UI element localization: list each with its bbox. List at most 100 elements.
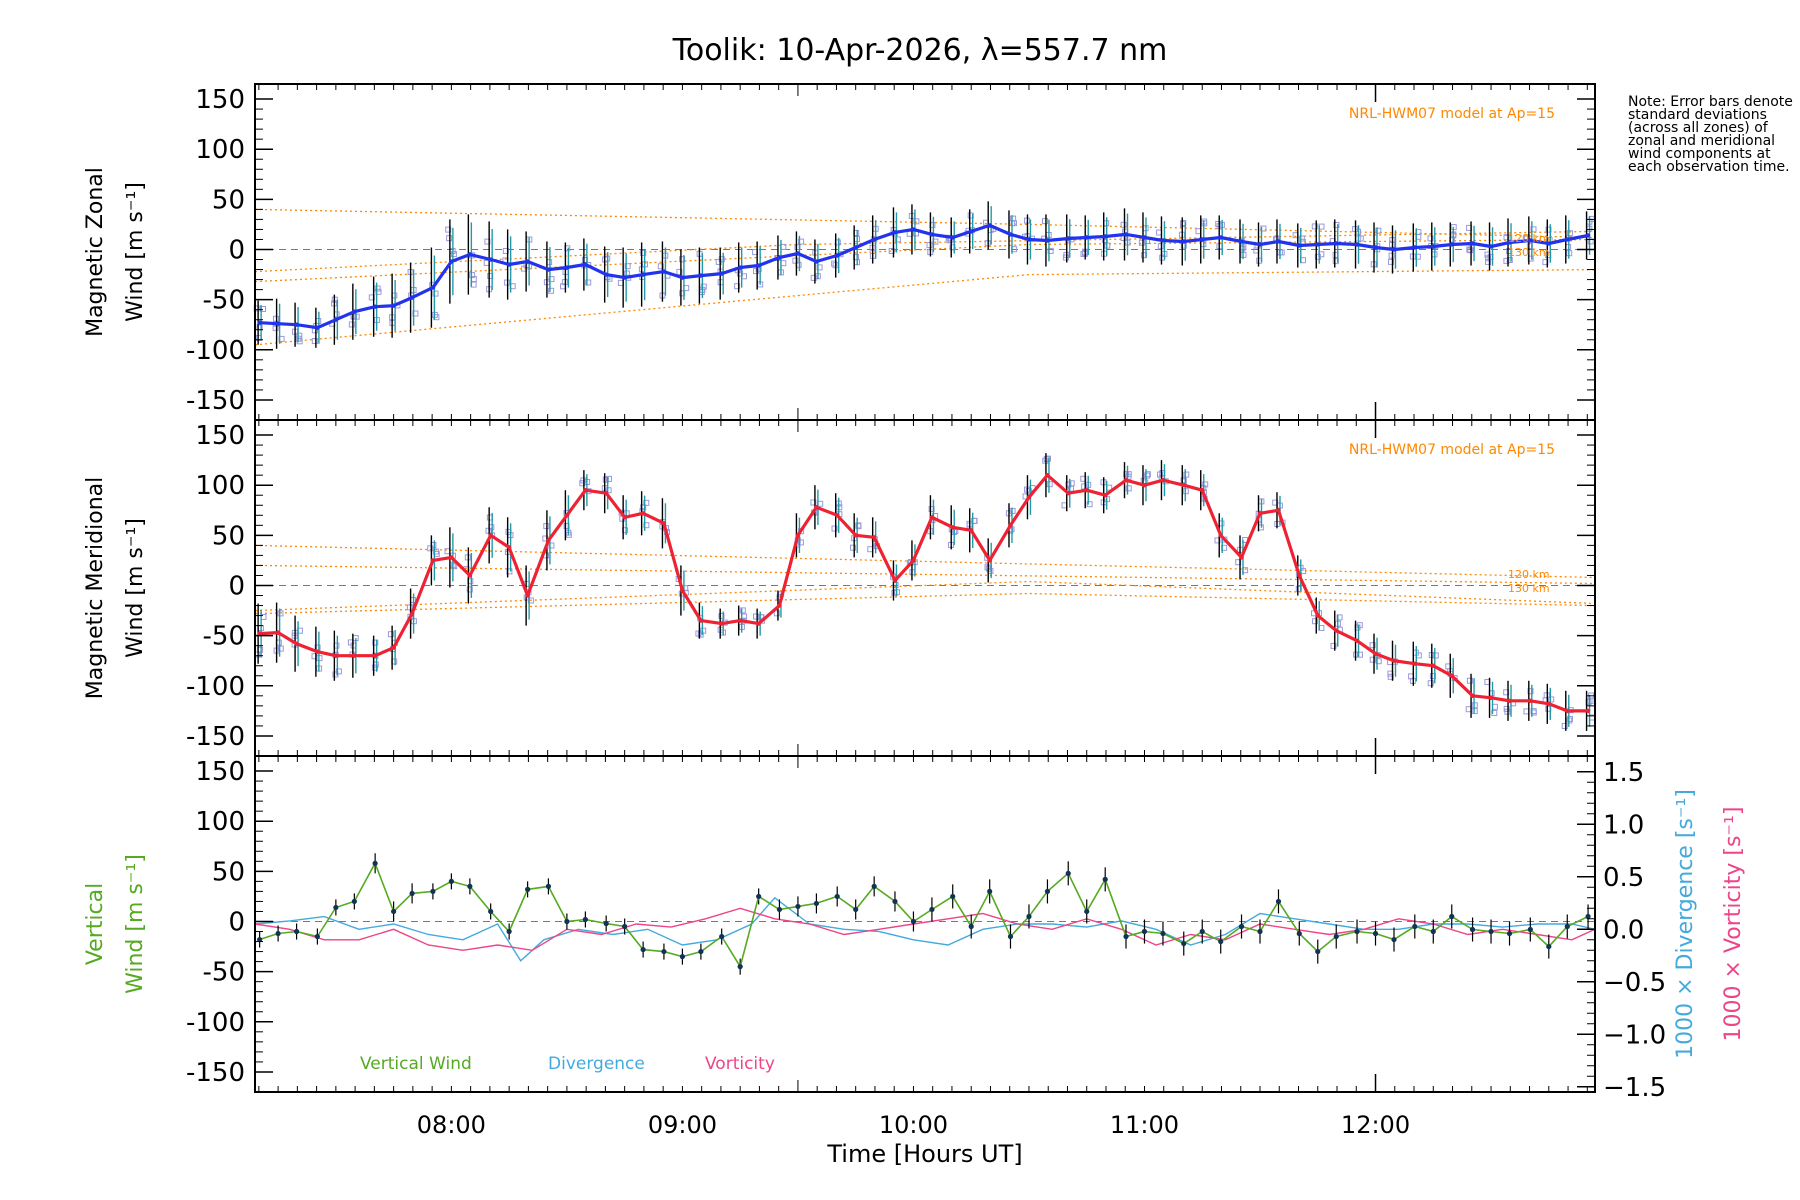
vertical-plot-frame — [254, 755, 1596, 1093]
zone-marker — [734, 283, 741, 290]
data-point — [661, 521, 667, 526]
vertical-wind-point — [1546, 943, 1552, 950]
zone-marker — [1427, 235, 1434, 242]
data-point — [680, 588, 685, 593]
data-point — [409, 295, 415, 300]
zone-marker — [1081, 483, 1088, 490]
data-point — [1026, 495, 1032, 500]
data-point — [853, 533, 858, 538]
vertical-wind-point — [892, 898, 898, 905]
vertical-wind-point — [679, 953, 686, 960]
vertical-wind-point — [950, 893, 956, 900]
zone-marker — [466, 586, 473, 593]
zone-marker — [816, 264, 823, 271]
zone-marker — [277, 610, 284, 617]
data-point — [814, 505, 819, 510]
data-point — [1546, 241, 1551, 246]
data-point — [275, 630, 281, 635]
zone-marker — [1183, 471, 1190, 478]
data-point — [564, 265, 570, 270]
data-point — [1565, 708, 1570, 714]
data-point — [835, 513, 840, 518]
zone-marker — [483, 259, 490, 266]
data-point — [1528, 698, 1533, 704]
y2-tick-label: 1.5 — [1603, 758, 1644, 788]
vertical-wind-point — [929, 906, 935, 913]
zone-marker — [451, 563, 458, 570]
zone-marker — [894, 236, 901, 243]
zone-marker — [1545, 226, 1552, 233]
zone-marker — [1503, 705, 1510, 712]
zone-marker — [296, 338, 303, 345]
zone-marker — [718, 612, 725, 619]
y-tick-label: -50 — [203, 622, 245, 652]
vertical-wind-point — [1469, 926, 1476, 933]
data-point — [640, 511, 646, 516]
data-point — [1470, 241, 1475, 246]
zone-marker — [1530, 226, 1537, 233]
data-point — [871, 535, 877, 540]
data-point — [1142, 482, 1147, 488]
vertical-right-axis-ticks: 1.5 1.0 0.5 0.0 −0.5 −1.0 −1.5 — [1577, 758, 1666, 1103]
zone-marker — [753, 268, 759, 275]
vertical-wind-point — [275, 930, 281, 937]
data-point — [1276, 508, 1281, 513]
zone-marker — [700, 283, 707, 290]
data-point — [1391, 658, 1397, 663]
zone-marker — [797, 539, 804, 546]
data-point — [950, 525, 955, 530]
vertical-wind-point — [545, 883, 552, 889]
data-point — [333, 653, 339, 658]
zone-marker — [606, 475, 612, 482]
vertical-ylabel-top: Vertical — [83, 883, 108, 965]
vertical-wind-point — [525, 886, 531, 892]
zone-marker — [831, 525, 838, 532]
zone-marker — [1466, 246, 1473, 253]
vertical-wind-point — [1238, 923, 1245, 930]
vertical-wind-point — [391, 908, 397, 915]
vertical-wind-point — [314, 933, 320, 940]
vertical-wind-point — [448, 878, 454, 884]
y-tick-label: -150 — [186, 1058, 245, 1088]
zone-marker — [657, 263, 664, 270]
y-tick-label: 0 — [228, 907, 245, 937]
vertical-wind-point — [1199, 928, 1205, 935]
data-point — [430, 285, 436, 290]
vertical-wind-point — [834, 893, 840, 900]
vertical-wind-point — [871, 883, 877, 889]
zone-marker — [311, 338, 318, 344]
zone-marker — [1202, 481, 1209, 488]
zone-marker — [1527, 688, 1534, 695]
data-point — [430, 558, 436, 563]
y-tick-label: -150 — [186, 722, 245, 752]
data-point — [1449, 242, 1454, 247]
data-point — [315, 325, 320, 330]
data-point — [929, 232, 935, 237]
zone-marker — [888, 248, 895, 254]
vertical-wind-point — [506, 928, 512, 935]
data-point — [294, 322, 299, 327]
zone-marker — [949, 244, 956, 251]
data-point — [622, 515, 627, 520]
data-point — [737, 265, 743, 270]
data-point — [1585, 233, 1591, 238]
zone-marker — [810, 499, 817, 506]
zone-marker — [1046, 481, 1053, 488]
series-line — [259, 223, 1589, 330]
zone-marker — [1388, 252, 1395, 259]
zone-marker — [296, 332, 303, 339]
data-point — [449, 259, 454, 264]
data-point — [929, 515, 935, 520]
zonal-series — [257, 223, 1591, 330]
vertical-wind-point — [430, 888, 436, 895]
zone-marker — [676, 268, 683, 275]
zone-marker — [850, 544, 856, 551]
zone-marker — [1491, 710, 1498, 716]
data-point — [1373, 245, 1378, 250]
zone-marker — [432, 290, 439, 297]
zone-marker — [643, 499, 650, 506]
vertical-wind-point — [1564, 923, 1570, 930]
data-point — [1507, 240, 1512, 245]
zonal-model-curves — [254, 208, 1596, 346]
